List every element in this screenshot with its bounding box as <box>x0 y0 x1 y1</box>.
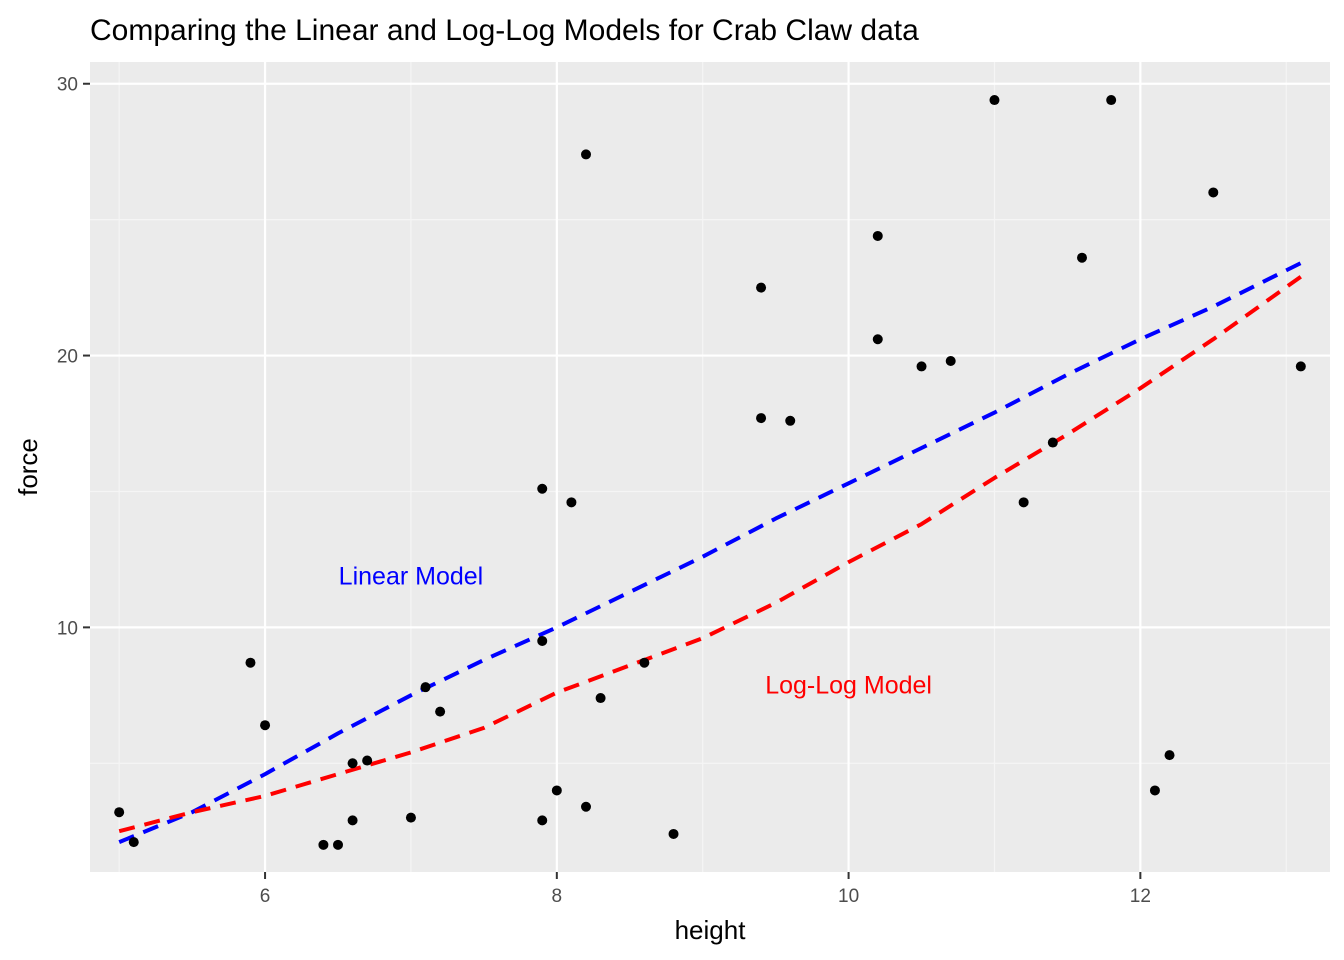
data-point <box>945 355 956 366</box>
data-point <box>916 361 927 372</box>
data-point <box>1018 497 1029 508</box>
y-tick-label: 10 <box>57 618 78 639</box>
data-point <box>420 682 431 693</box>
x-tick-label: 12 <box>1130 886 1151 907</box>
log-log-model-label: Log-Log Model <box>765 671 932 699</box>
data-point <box>756 413 767 424</box>
data-point <box>785 415 796 426</box>
data-point <box>114 807 125 818</box>
data-point <box>435 706 446 717</box>
linear-model-label: Linear Model <box>339 563 484 591</box>
data-point <box>1149 785 1160 796</box>
data-point <box>581 149 591 160</box>
data-point <box>551 785 562 796</box>
data-point <box>872 230 883 241</box>
y-tick-label: 20 <box>57 347 78 368</box>
data-point <box>668 828 679 839</box>
data-point <box>1047 437 1058 448</box>
data-point <box>128 837 139 848</box>
data-point <box>989 95 1000 106</box>
data-point <box>245 657 256 668</box>
data-point <box>756 282 767 293</box>
data-point <box>347 758 358 769</box>
x-tick-label: 8 <box>552 886 563 907</box>
plot-panel <box>90 62 1330 872</box>
linear-model-line <box>118 261 1302 844</box>
data-point <box>537 815 548 826</box>
major-gridlines <box>90 62 1330 872</box>
minor-gridlines <box>90 62 1330 872</box>
x-tick-label: 6 <box>260 886 271 907</box>
data-point <box>595 693 606 704</box>
model-lines <box>118 261 1302 844</box>
chart-title: Comparing the Linear and Log-Log Models … <box>90 14 919 47</box>
annotations: Linear Model Log-Log Model <box>339 563 932 700</box>
data-point <box>405 812 416 823</box>
x-tick-label: 10 <box>838 886 859 907</box>
data-point <box>639 657 650 668</box>
data-point <box>581 801 591 812</box>
data-point <box>347 815 358 826</box>
y-axis-title: force <box>13 438 43 496</box>
data-point <box>318 839 329 850</box>
y-axis: 10 20 30 <box>57 75 90 639</box>
data-point <box>1106 95 1117 106</box>
data-points <box>114 95 1306 850</box>
data-point <box>537 483 548 494</box>
data-point <box>333 839 343 850</box>
x-axis: 6 8 10 12 <box>260 872 1151 907</box>
data-point <box>566 497 577 508</box>
data-point <box>1295 361 1306 372</box>
data-point <box>362 755 373 766</box>
data-point <box>872 334 883 345</box>
data-point <box>1208 187 1219 198</box>
data-point <box>1164 750 1175 761</box>
data-point <box>537 635 548 646</box>
y-tick-label: 30 <box>57 75 78 96</box>
data-point <box>260 720 271 731</box>
data-point <box>1077 252 1087 263</box>
x-axis-title: height <box>675 915 747 945</box>
